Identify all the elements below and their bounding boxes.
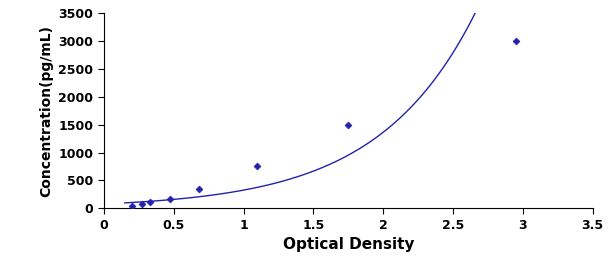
X-axis label: Optical Density: Optical Density <box>282 237 414 252</box>
Y-axis label: Concentration(pg/mL): Concentration(pg/mL) <box>39 25 53 197</box>
